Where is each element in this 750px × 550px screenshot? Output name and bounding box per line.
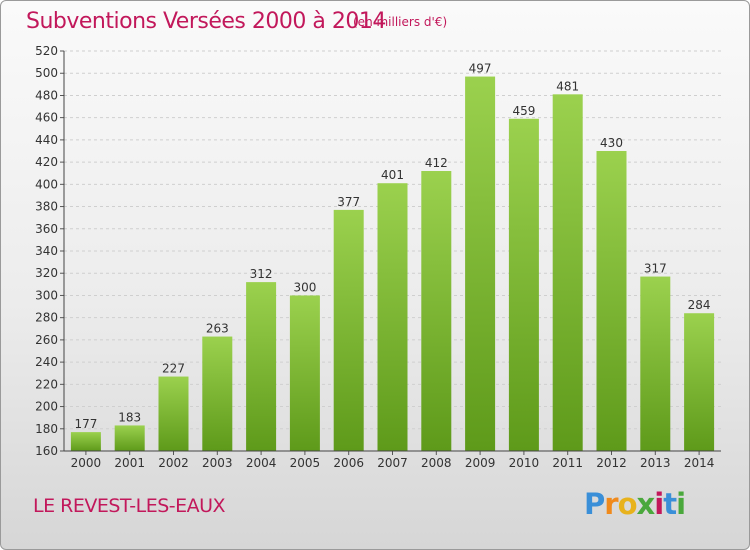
logo-letter: i [676,487,686,521]
logo-letter: P [584,487,605,521]
chart-subtitle: (en milliers d'€) [353,15,448,29]
y-tick-label: 260 [35,333,58,347]
x-tick-label: 2012 [596,456,627,470]
y-tick-label: 320 [35,266,58,280]
bar [114,425,145,451]
bar-value-label: 401 [381,168,404,182]
y-tick-label: 280 [35,311,58,325]
bar-value-label: 412 [425,156,448,170]
x-tick-label: 2002 [158,456,189,470]
bar-value-label: 284 [688,298,711,312]
bar-value-label: 300 [293,280,316,294]
x-axis-ticks: 2000 2001 2002 2003 2004 2005 2006 2007 2008 2009… [71,451,715,470]
bar [596,151,627,451]
y-tick-label: 460 [35,111,58,125]
bar-value-label: 312 [250,267,273,281]
y-tick-label: 500 [35,66,58,80]
logo-letter: i [654,487,664,521]
y-tick-label: 160 [35,444,58,458]
proxiti-logo[interactable]: Proxiti [584,487,686,521]
bar-value-label: 459 [512,104,535,118]
y-tick-label: 220 [35,377,58,391]
bar [158,376,189,451]
y-tick-label: 420 [35,155,58,169]
x-tick-label: 2006 [333,456,364,470]
y-tick-label: 340 [35,244,58,258]
bar [684,313,715,451]
y-tick-label: 240 [35,355,58,369]
bar [246,282,277,451]
bar-value-label: 377 [337,195,360,209]
y-tick-label: 180 [35,422,58,436]
bar [465,76,496,452]
bar [70,432,101,451]
x-tick-label: 2013 [640,456,671,470]
y-tick-label: 200 [35,400,58,414]
x-tick-label: 2008 [421,456,452,470]
y-tick-label: 440 [35,133,58,147]
logo-letter: t [663,487,677,521]
logo-letter: x [636,487,656,521]
y-tick-label: 300 [35,288,58,302]
x-tick-label: 2004 [246,456,277,470]
x-tick-label: 2009 [465,456,496,470]
y-tick-label: 480 [35,88,58,102]
bar-value-label: 430 [600,136,623,150]
x-tick-label: 2003 [202,456,233,470]
logo-letter: r [604,487,618,521]
x-tick-label: 2014 [684,456,715,470]
bar-value-label: 183 [118,410,141,424]
bar [289,295,320,451]
x-tick-label: 2000 [71,456,102,470]
data-labels: 177 183 227 263 312 300 377 401 412 497 459 481 430 3… [74,62,710,432]
x-tick-label: 2005 [290,456,321,470]
bars [70,76,715,452]
bar-value-label: 263 [206,322,229,336]
x-tick-label: 2007 [377,456,408,470]
y-tick-label: 520 [35,44,58,58]
bar [333,209,364,451]
x-tick-label: 2010 [509,456,540,470]
bar-value-label: 497 [469,62,492,76]
bar-value-label: 481 [556,79,579,93]
bar [640,276,671,451]
logo-letter: o [617,487,638,521]
x-tick-label: 2001 [114,456,145,470]
bar [421,171,452,451]
bar-value-label: 317 [644,262,667,276]
y-tick-label: 400 [35,177,58,191]
bar [552,94,583,451]
commune-name: LE REVEST-LES-EAUX [33,495,226,517]
y-tick-label: 380 [35,200,58,214]
bar [377,183,408,451]
bar-value-label: 227 [162,362,185,376]
y-tick-label: 360 [35,222,58,236]
x-tick-label: 2011 [552,456,583,470]
y-axis-ticks: 160 180 200 220 240 260 280 300 320 340 360 380 400 4… [35,44,64,458]
chart-title: Subventions Versées 2000 à 2014 [26,9,386,34]
bar [508,118,539,452]
bar-value-label: 177 [74,417,97,431]
bar [202,336,233,451]
